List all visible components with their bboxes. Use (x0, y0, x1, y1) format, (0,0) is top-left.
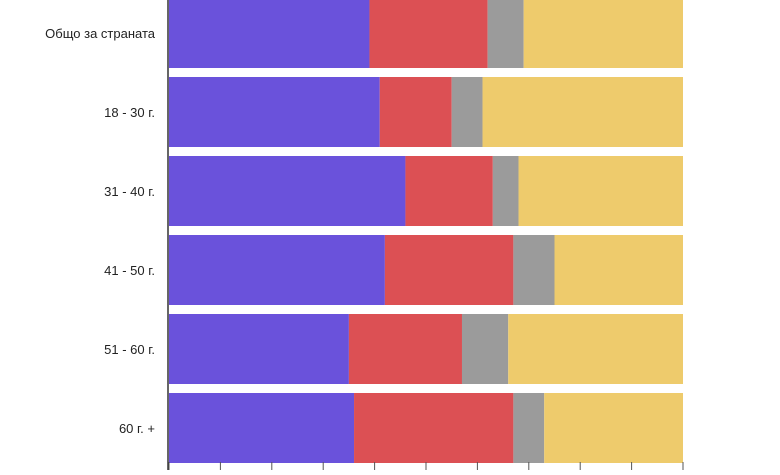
bar-segment-1-4 (523, 0, 683, 68)
category-labels: Общо за страната 18 - 30 г. 31 - 40 г. 41 -… (45, 26, 156, 436)
bar-segment-2-3 (451, 77, 483, 147)
bar-segment-3-2 (405, 156, 493, 226)
bars-layer (169, 0, 683, 463)
category-label: 31 - 40 г. (104, 184, 155, 199)
category-label: 41 - 50 г. (104, 263, 155, 278)
bar-segment-1-2 (369, 0, 488, 68)
bar-segment-5-2 (348, 314, 462, 384)
bar-segment-1-1 (169, 0, 370, 68)
bar-segment-5-3 (461, 314, 509, 384)
category-label: Общо за страната (45, 26, 156, 41)
bar-segment-3-3 (492, 156, 519, 226)
bar-segment-6-4 (544, 393, 683, 463)
bar-segment-5-1 (169, 314, 349, 384)
bar-segment-3-4 (518, 156, 683, 226)
bar-segment-6-2 (354, 393, 514, 463)
bar-segment-2-2 (379, 77, 452, 147)
bar-segment-6-1 (169, 393, 355, 463)
bar-segment-2-4 (482, 77, 683, 147)
bar-segment-3-1 (169, 156, 406, 226)
bar-segment-4-2 (384, 235, 514, 305)
bar-segment-1-3 (487, 0, 524, 68)
x-axis-ticks (168, 462, 684, 470)
bar-segment-2-1 (169, 77, 380, 147)
category-label: 60 г. + (119, 421, 155, 436)
category-label: 18 - 30 г. (104, 105, 155, 120)
bar-segment-6-3 (513, 393, 545, 463)
bar-segment-4-3 (513, 235, 555, 305)
bar-segment-5-4 (508, 314, 683, 384)
bar-segment-4-1 (169, 235, 385, 305)
category-label: 51 - 60 г. (104, 342, 155, 357)
bar-segment-4-4 (554, 235, 683, 305)
